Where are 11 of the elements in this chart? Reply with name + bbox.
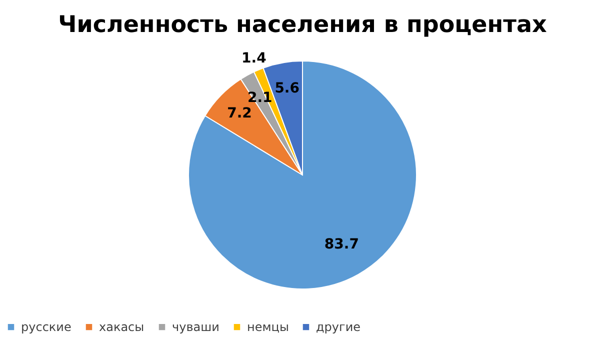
data-label: 5.6 [274, 80, 300, 96]
data-label: 1.4 [242, 50, 267, 67]
data-label: 83.7 [324, 236, 359, 253]
pie-slice [188, 60, 417, 290]
legend-label: другие [316, 320, 361, 334]
data-label: 7.2 [227, 106, 252, 122]
legend-label: немцы [247, 320, 289, 334]
legend-label: русские [21, 320, 72, 334]
chart-title: Численность населения в процентах [58, 12, 548, 38]
legend-label: чуваши [172, 320, 220, 334]
legend-label: хакасы [99, 320, 144, 334]
